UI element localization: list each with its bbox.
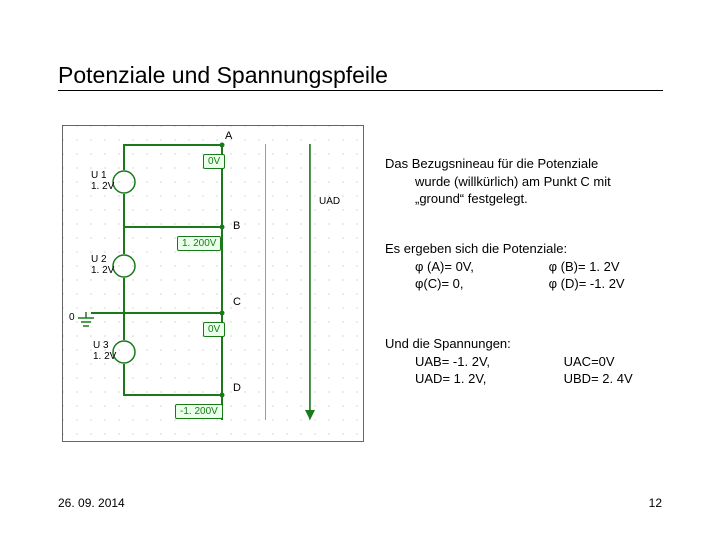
source-u2-icon <box>112 254 136 278</box>
p3-ubd: UBD= 2. 4V <box>564 371 633 386</box>
page-title: Potenziale und Spannungspfeile <box>58 62 388 89</box>
circuit-diagram: 0 A B C D U 1 1. 2V U 2 1. 2V U 3 1. 2V … <box>62 125 364 442</box>
p2-phiD: φ (D)= -1. 2V <box>549 276 625 291</box>
uad-arrow-icon <box>304 144 316 420</box>
wire-b <box>123 226 223 228</box>
vbar-1 <box>265 144 266 420</box>
p2-phiC: φ(C)= 0, <box>385 275 545 293</box>
wire-vertical-main <box>221 144 223 420</box>
u3-value: 1. 2V <box>93 351 116 362</box>
footer-date: 26. 09. 2014 <box>58 496 125 510</box>
wire-left-1b <box>123 194 125 228</box>
p1-l2: wurde (willkürlich) am Punkt C mit <box>385 174 611 189</box>
wire-top <box>123 144 223 146</box>
text-p1: Das Bezugsnineau für die Potenziale wurd… <box>385 155 685 208</box>
uad-label: UAD <box>319 196 340 207</box>
dot-a <box>220 143 225 148</box>
footer-page: 12 <box>649 496 662 510</box>
source-u1-icon <box>112 170 136 194</box>
u1-value: 1. 2V <box>91 181 114 192</box>
p2-l1: Es ergeben sich die Potenziale: <box>385 241 567 256</box>
u2-value: 1. 2V <box>91 265 114 276</box>
u1-label: U 1 1. 2V <box>91 170 114 192</box>
u1-name: U 1 <box>91 170 107 181</box>
wire-left-2b <box>123 278 125 314</box>
node-c-label: C <box>233 296 241 308</box>
wire-left-3a <box>123 312 125 340</box>
node-a-label: A <box>225 130 232 142</box>
ground-label: 0 <box>69 312 75 323</box>
ground-icon <box>77 312 95 330</box>
volt-c-box: 0V <box>203 322 225 337</box>
p1-l3: „ground“ festgelegt. <box>385 191 528 206</box>
p3-uab: UAB= -1. 2V, <box>385 353 560 371</box>
p3-uac: UAC=0V <box>564 354 615 369</box>
wire-c <box>91 312 223 314</box>
node-d-label: D <box>233 382 241 394</box>
dot-b <box>220 225 225 230</box>
p2-phiB: φ (B)= 1. 2V <box>549 259 620 274</box>
volt-b-box: 1. 200V <box>177 236 221 251</box>
wire-left-3b <box>123 364 125 396</box>
text-p3: Und die Spannungen: UAB= -1. 2V, UAC=0V … <box>385 335 685 388</box>
u2-name: U 2 <box>91 254 107 265</box>
p1-l1: Das Bezugsnineau für die Potenziale <box>385 156 598 171</box>
wire-left-1a <box>123 144 125 170</box>
node-b-label: B <box>233 220 240 232</box>
p2-phiA: φ (A)= 0V, <box>385 258 545 276</box>
p3-l1: Und die Spannungen: <box>385 336 511 351</box>
volt-a-box: 0V <box>203 154 225 169</box>
u3-label: U 3 1. 2V <box>93 340 116 362</box>
u2-label: U 2 1. 2V <box>91 254 114 276</box>
wire-d <box>123 394 223 396</box>
volt-d-box: -1. 200V <box>175 404 223 419</box>
p3-uad: UAD= 1. 2V, <box>385 370 560 388</box>
u3-name: U 3 <box>93 340 109 351</box>
dot-d <box>220 393 225 398</box>
dot-c <box>220 311 225 316</box>
wire-left-2a <box>123 226 125 254</box>
text-p2: Es ergeben sich die Potenziale: φ (A)= 0… <box>385 240 685 293</box>
title-underline <box>58 90 663 91</box>
